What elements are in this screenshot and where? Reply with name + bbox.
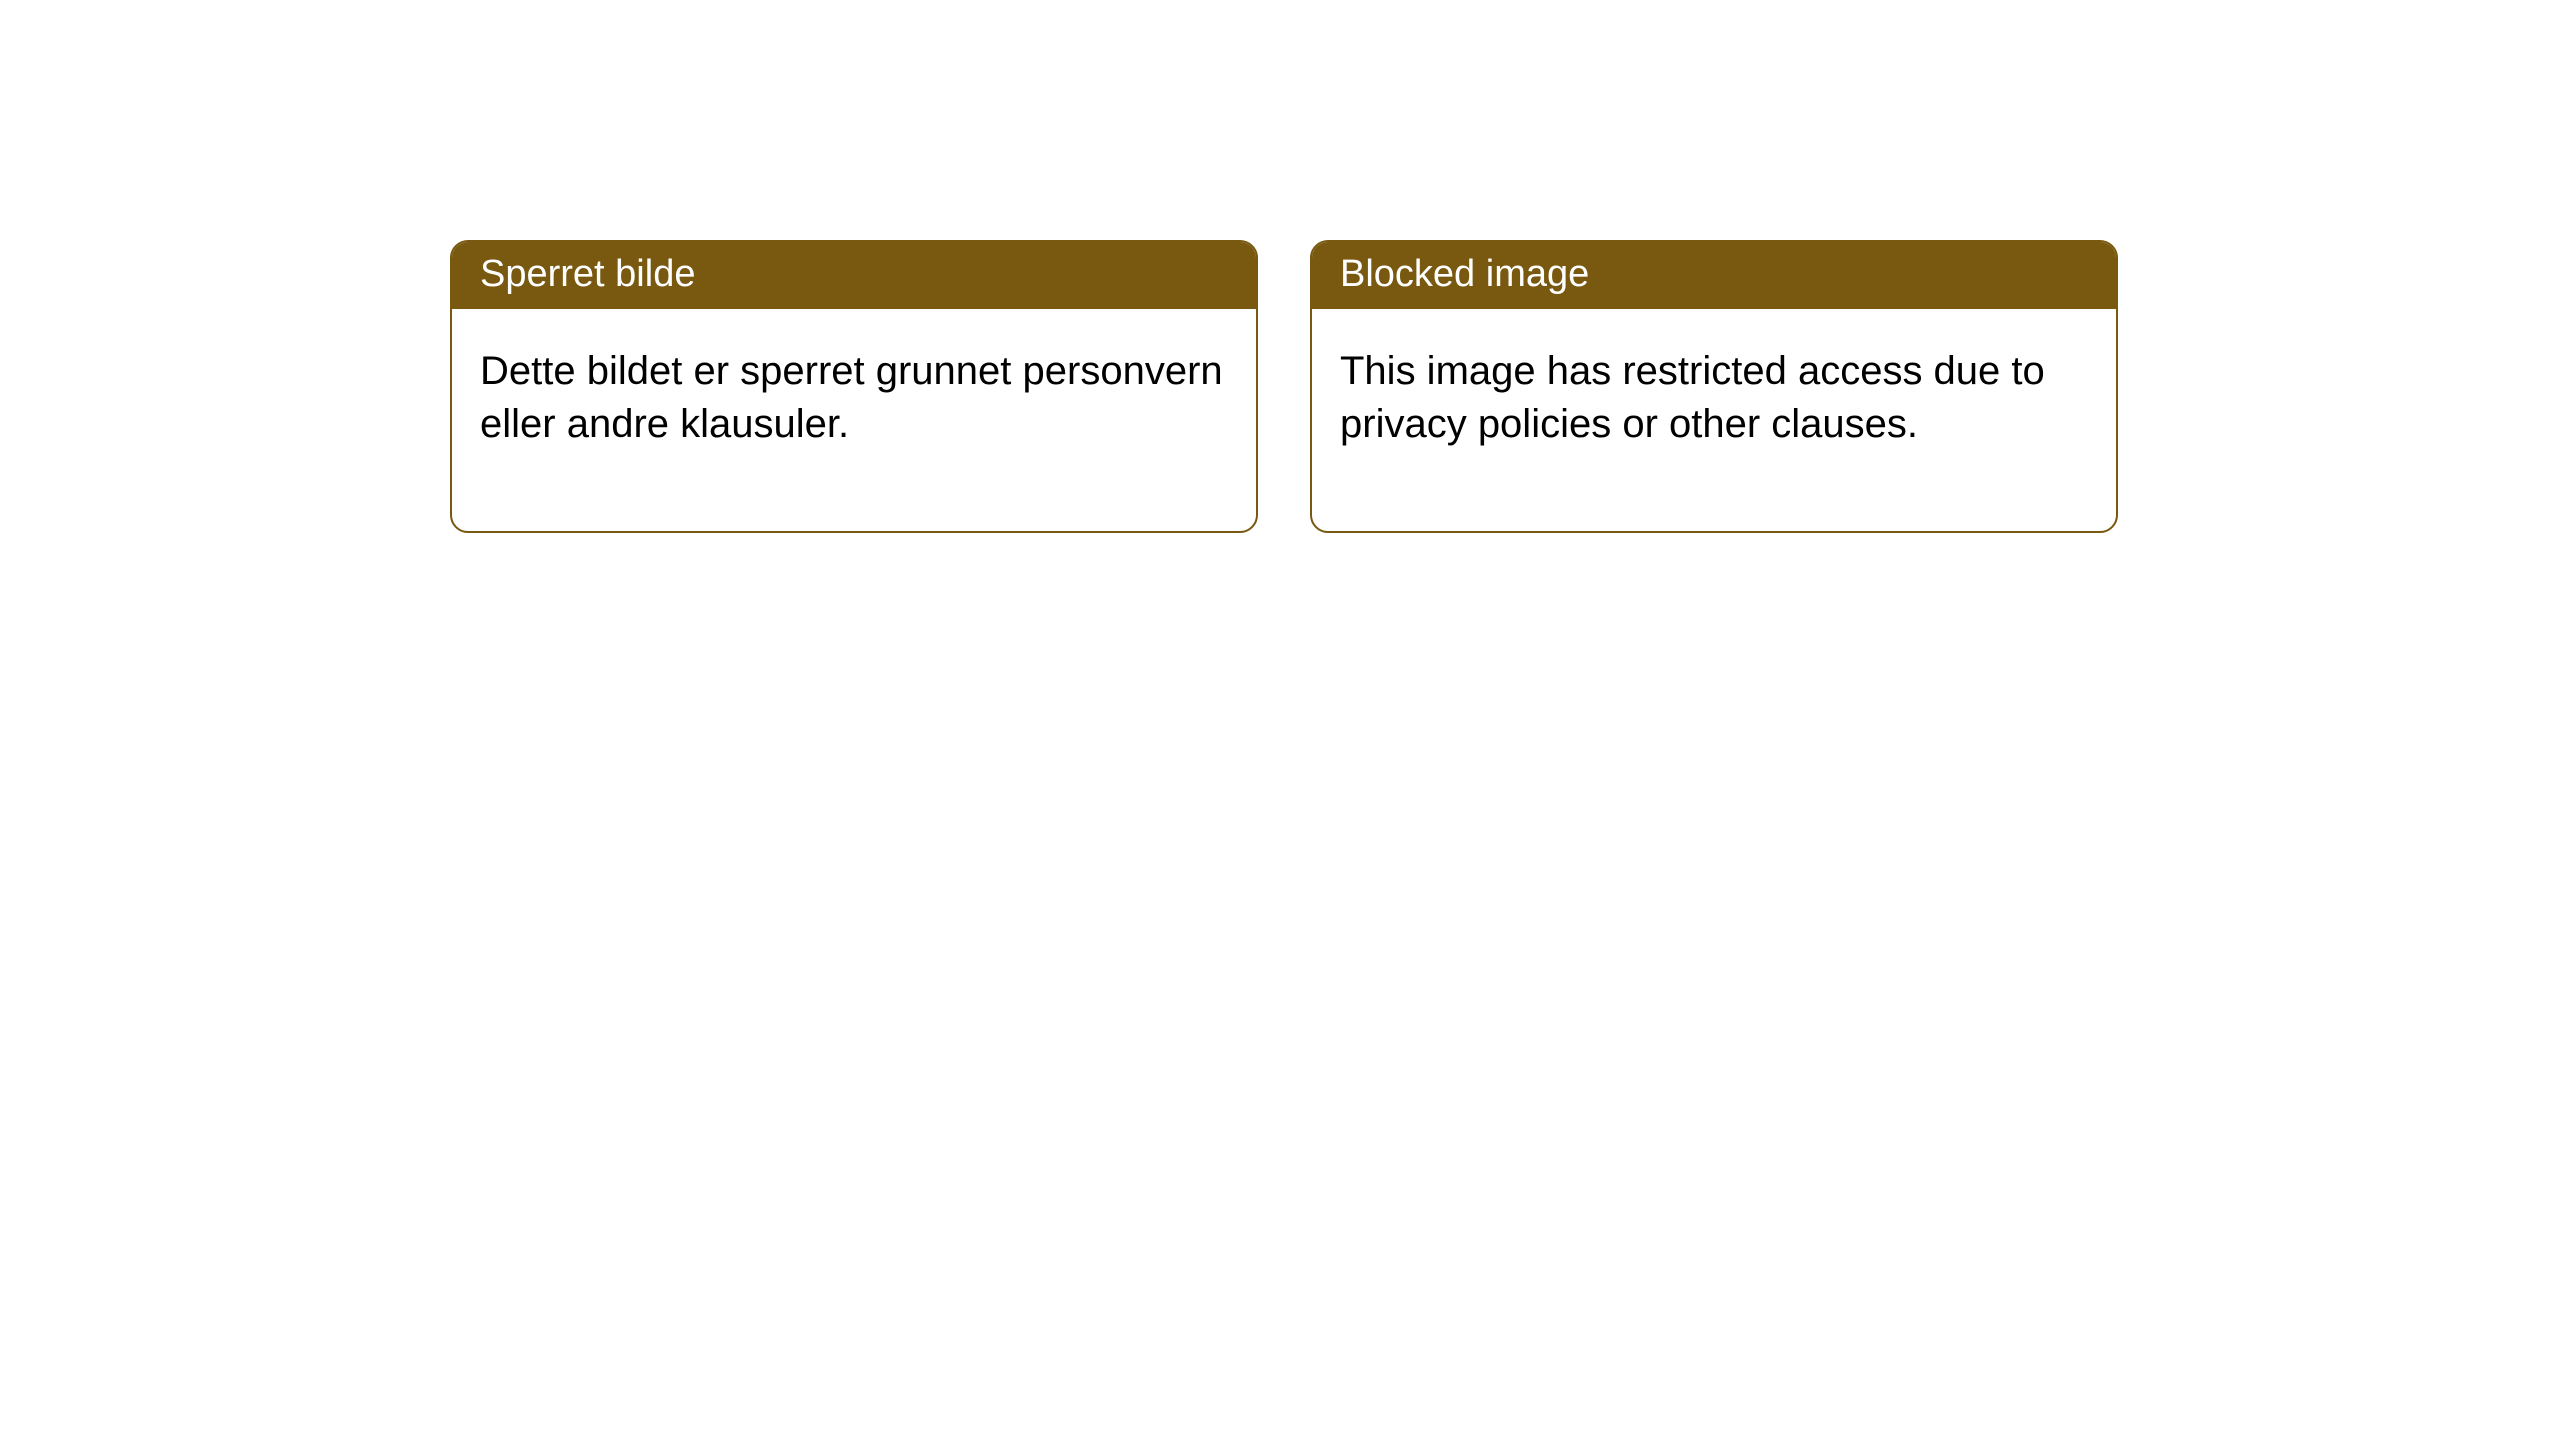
- notice-card-english: Blocked image This image has restricted …: [1310, 240, 2118, 533]
- notice-body: Dette bildet er sperret grunnet personve…: [452, 309, 1256, 531]
- notice-container: Sperret bilde Dette bildet er sperret gr…: [0, 0, 2560, 533]
- notice-body: This image has restricted access due to …: [1312, 309, 2116, 531]
- notice-header: Sperret bilde: [452, 242, 1256, 309]
- notice-header: Blocked image: [1312, 242, 2116, 309]
- notice-card-norwegian: Sperret bilde Dette bildet er sperret gr…: [450, 240, 1258, 533]
